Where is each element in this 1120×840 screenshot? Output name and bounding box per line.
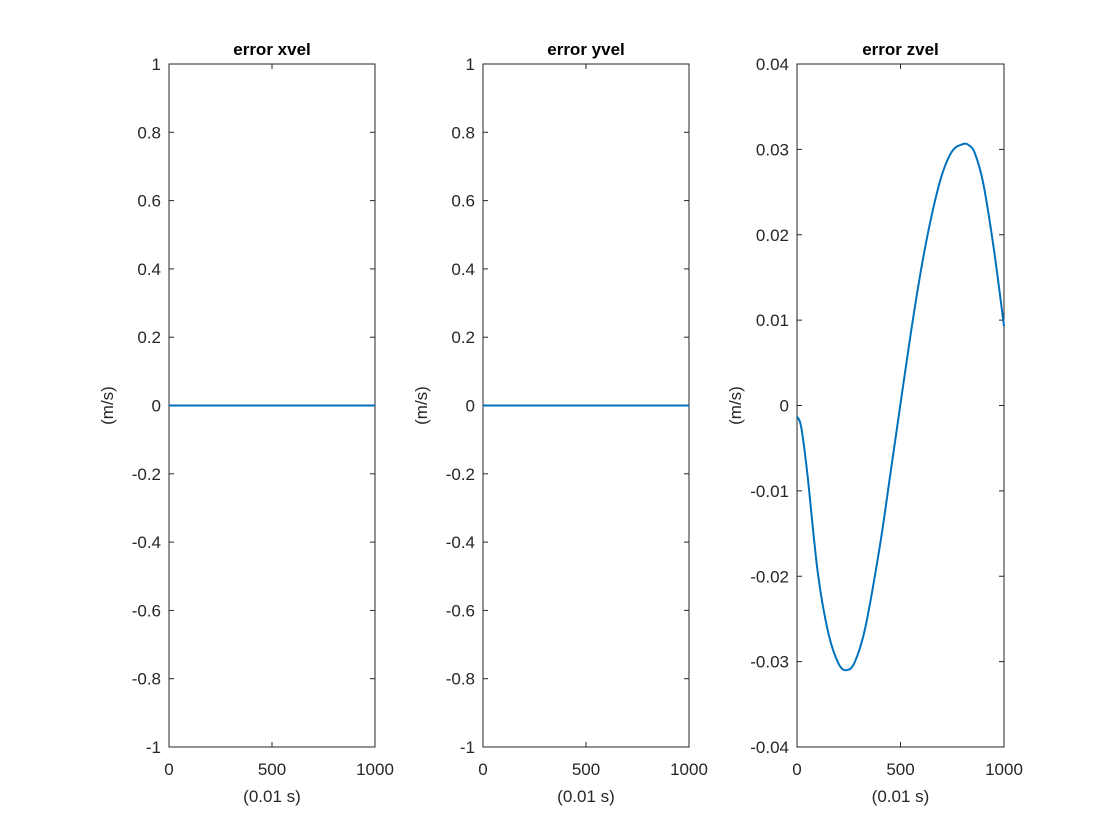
series-line-1 — [796, 142, 1005, 672]
y-tick-label: -0.01 — [750, 482, 789, 501]
x-axis-label: (0.01 s) — [557, 787, 615, 806]
y-tick-label: 1 — [466, 55, 475, 74]
y-tick-label: -0.03 — [750, 653, 789, 672]
y-tick-label: 0.6 — [451, 192, 475, 211]
y-tick-label: 0.6 — [137, 192, 161, 211]
x-tick-label: 1000 — [985, 760, 1023, 779]
subplot-2: -1 -0.8 -0.6 -0.4 -0.2 0 0.2 0.4 0.6 0.8 1 0 500 1000… — [412, 40, 708, 806]
y-tick-label: -0.2 — [446, 465, 475, 484]
x-tick-label: 500 — [572, 760, 600, 779]
y-tick-label: -0.2 — [132, 465, 161, 484]
y-tick-label: -0.04 — [750, 738, 789, 757]
x-tick-label: 0 — [164, 760, 173, 779]
y-tick-label: 0.8 — [451, 123, 475, 142]
y-tick-label: -0.4 — [446, 533, 475, 552]
x-axis-label: (0.01 s) — [243, 787, 301, 806]
y-tick-label: -0.6 — [132, 601, 161, 620]
x-tick-label: 1000 — [670, 760, 708, 779]
y-tick-label: 0.02 — [756, 226, 789, 245]
y-tick-label: -0.6 — [446, 601, 475, 620]
chart-title: error zvel — [862, 40, 939, 59]
y-tick-label: 0.2 — [451, 328, 475, 347]
x-tick-label: 500 — [258, 760, 286, 779]
chart-title: error xvel — [233, 40, 311, 59]
x-tick-label: 500 — [886, 760, 914, 779]
chart-title: error yvel — [547, 40, 625, 59]
x-tick-label: 0 — [478, 760, 487, 779]
y-tick-label: 0.8 — [137, 123, 161, 142]
x-axis-label: (0.01 s) — [872, 787, 930, 806]
y-tick-label: -0.02 — [750, 567, 789, 586]
x-tick-label: 0 — [792, 760, 801, 779]
y-tick-label: 0.03 — [756, 140, 789, 159]
y-tick-label: 0.4 — [451, 260, 475, 279]
y-axis-label: (m/s) — [98, 386, 117, 425]
y-tick-label: -0.8 — [446, 670, 475, 689]
y-tick-label: -1 — [460, 738, 475, 757]
y-tick-label: 0.2 — [137, 328, 161, 347]
y-tick-label: -1 — [146, 738, 161, 757]
subplot-3: -0.04 -0.03 -0.02 -0.01 0 0.01 0.02 0.03 0.04 0 50… — [726, 40, 1023, 806]
y-tick-label: -0.4 — [132, 533, 161, 552]
y-tick-label: -0.8 — [132, 670, 161, 689]
x-tick-label: 1000 — [356, 760, 394, 779]
y-tick-label: 0.04 — [756, 55, 789, 74]
subplot-1: -1 -0.8 -0.6 -0.4 -0.2 0 0.2 0.4 0.6 0.8 1 0 500 1000… — [98, 40, 394, 806]
y-tick-label: 0 — [780, 397, 789, 416]
y-axis-label: (m/s) — [726, 386, 745, 425]
y-tick-label: 0 — [466, 397, 475, 416]
y-axis-label: (m/s) — [412, 386, 431, 425]
y-tick-label: 1 — [152, 55, 161, 74]
y-tick-label: 0.4 — [137, 260, 161, 279]
y-tick-label: 0 — [152, 397, 161, 416]
y-tick-label: 0.01 — [756, 311, 789, 330]
